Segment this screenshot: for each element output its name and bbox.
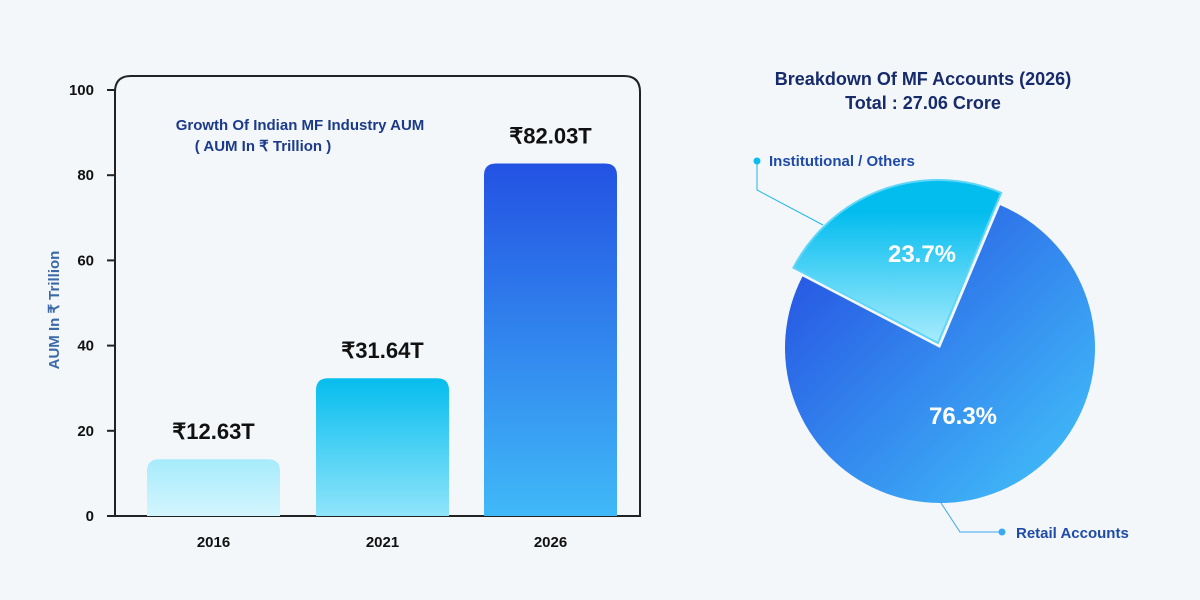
institutional-callout-line xyxy=(756,161,824,226)
y-tick-label: 20 xyxy=(77,423,94,440)
y-tick-label: 80 xyxy=(77,167,94,184)
y-tick-label: 0 xyxy=(86,508,94,525)
retail-legend-label: Retail Accounts xyxy=(1016,525,1129,542)
pie-percent-label: 23.7% xyxy=(888,241,956,268)
retail-legend-dot xyxy=(998,528,1006,536)
bar-2016 xyxy=(147,459,280,516)
data-label-2016: ₹12.63T xyxy=(172,419,255,444)
bar-2021 xyxy=(316,378,449,516)
bar-chart-title: Growth Of Indian MF Industry AUM xyxy=(176,117,425,134)
y-tick-label: 60 xyxy=(77,252,94,269)
pie-slice-institutional xyxy=(792,179,1003,345)
plot-frame xyxy=(114,75,641,517)
data-label-2026: ₹82.03T xyxy=(509,124,592,149)
y-tick-label: 40 xyxy=(77,338,94,355)
pie-chart-title: Breakdown Of MF Accounts (2026) xyxy=(775,69,1071,89)
bar-2026 xyxy=(484,163,617,517)
x-tick-label-2016: 2016 xyxy=(197,534,230,551)
pie-slice-retail xyxy=(784,205,1095,503)
x-tick-label-2021: 2021 xyxy=(366,534,399,551)
bar-chart-subtitle: ( AUM In ₹ Trillion ) xyxy=(195,138,331,155)
institutional-legend-label: Institutional / Others xyxy=(769,153,915,170)
institutional-legend-dot xyxy=(753,157,761,165)
data-label-2021: ₹31.64T xyxy=(341,338,424,363)
retail-callout-line xyxy=(940,502,1002,533)
y-axis-label: AUM In ₹ Trillion xyxy=(46,251,63,370)
pie-percent-label: 76.3% xyxy=(929,403,997,430)
y-tick-label: 100 xyxy=(69,82,94,99)
pie-chart-subtitle: Total : 27.06 Crore xyxy=(845,93,1001,113)
x-tick-label-2026: 2026 xyxy=(534,534,567,551)
